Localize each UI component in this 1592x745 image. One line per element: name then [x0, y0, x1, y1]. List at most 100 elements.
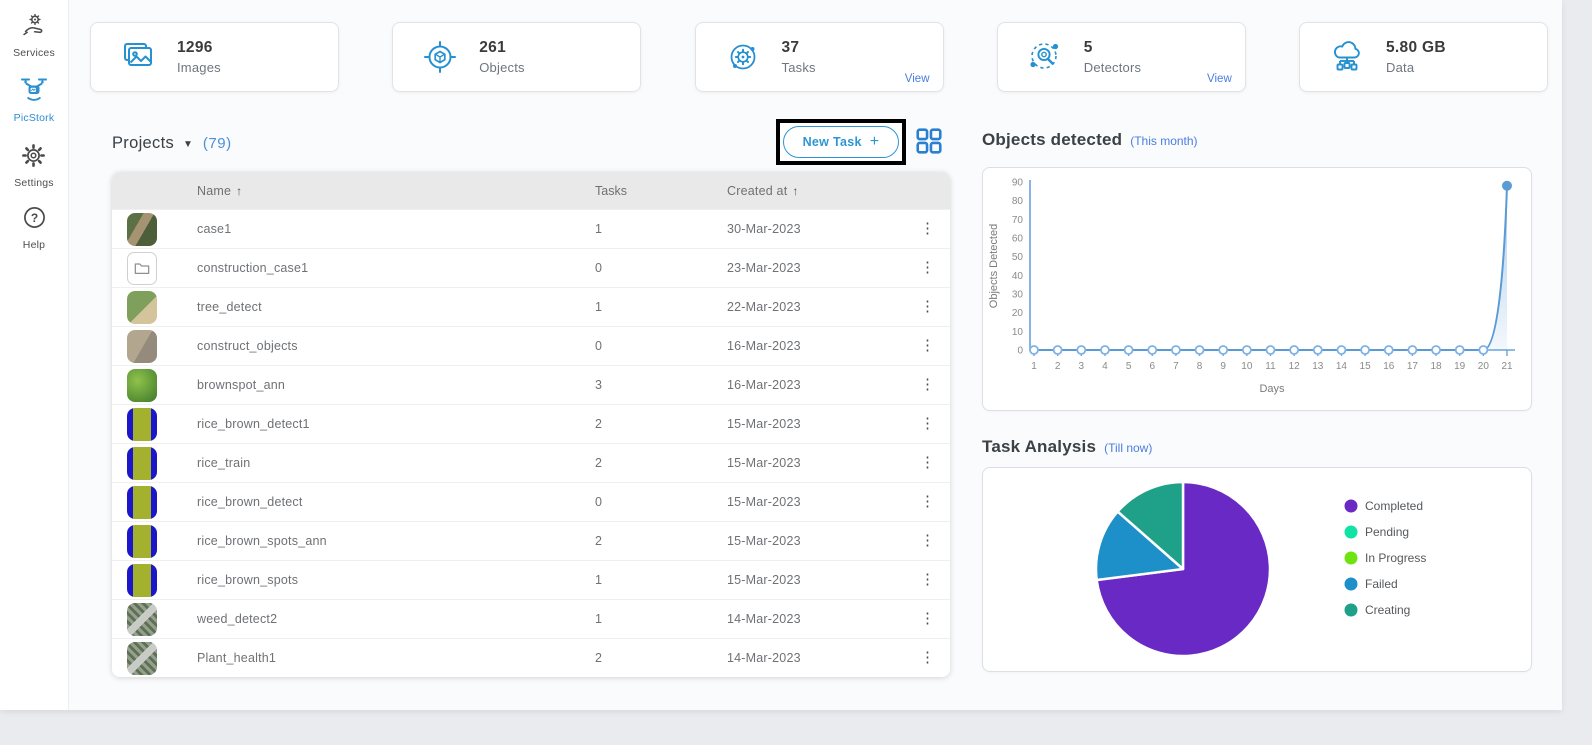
table-row[interactable]: rice_brown_spots 1 15-Mar-2023 ⋮ — [112, 560, 950, 599]
stat-card-images: 1296 Images — [90, 22, 339, 92]
stat-value: 261 — [479, 39, 507, 56]
row-menu-kebab-icon[interactable]: ⋮ — [920, 415, 935, 432]
table-row[interactable]: Plant_health1 2 14-Mar-2023 ⋮ — [112, 638, 950, 677]
new-task-annotation-box: New Task + — [776, 119, 906, 165]
name-header-label: Name — [197, 183, 232, 198]
task-analysis-panel: Completed Pending In Progress Failed Creatin… — [982, 467, 1532, 672]
stat-label: Detectors — [1083, 60, 1142, 75]
stat-card-objects: 261 Objects — [392, 22, 642, 92]
table-row[interactable]: rice_brown_detect 0 15-Mar-2023 ⋮ — [112, 482, 950, 521]
row-menu-kebab-icon[interactable]: ⋮ — [920, 337, 935, 354]
project-thumbnail — [127, 524, 157, 558]
stat-card-tasks: 37 Tasks View — [694, 22, 944, 92]
table-row[interactable]: tree_detect 1 22-Mar-2023 ⋮ — [112, 287, 950, 326]
task-analysis-subtitle: (Till now) — [1104, 441, 1153, 455]
task-analysis-title: Task Analysis — [982, 437, 1097, 456]
svg-text:18: 18 — [1430, 361, 1442, 372]
images-icon — [117, 36, 159, 78]
svg-text:80: 80 — [1012, 196, 1024, 207]
row-menu-kebab-icon[interactable]: ⋮ — [920, 649, 935, 666]
project-thumbnail — [127, 602, 157, 636]
project-tasks-count: 1 — [595, 573, 602, 587]
stat-card-data: 5.80 GB Data — [1299, 22, 1548, 92]
projects-title: Projects — [112, 133, 175, 152]
project-tasks-count: 1 — [595, 300, 602, 314]
project-name: brownspot_ann — [197, 378, 286, 392]
stat-label: Objects — [479, 60, 525, 75]
tasks-view-link[interactable]: View — [904, 73, 930, 85]
sidebar-item-picstork[interactable]: PicStork — [14, 74, 55, 124]
project-tasks-count: 0 — [595, 495, 602, 509]
project-name: rice_brown_detect — [197, 495, 303, 509]
table-row[interactable]: rice_brown_detect1 2 15-Mar-2023 ⋮ — [112, 404, 950, 443]
project-created-date: 14-Mar-2023 — [727, 612, 801, 626]
project-created-date: 16-Mar-2023 — [727, 339, 801, 353]
table-row[interactable]: rice_train 2 15-Mar-2023 ⋮ — [112, 443, 950, 482]
row-menu-kebab-icon[interactable]: ⋮ — [920, 532, 935, 549]
tasks-column-header[interactable]: Tasks — [595, 184, 727, 198]
table-row[interactable]: rice_brown_spots_ann 2 15-Mar-2023 ⋮ — [112, 521, 950, 560]
row-menu-kebab-icon[interactable]: ⋮ — [920, 220, 935, 237]
sidebar-item-services[interactable]: Services — [13, 12, 55, 59]
settings-icon — [20, 142, 47, 174]
row-menu-kebab-icon[interactable]: ⋮ — [920, 259, 935, 276]
objects-icon — [419, 36, 461, 78]
svg-text:17: 17 — [1407, 361, 1419, 372]
row-menu-kebab-icon[interactable]: ⋮ — [920, 376, 935, 393]
row-menu-kebab-icon[interactable]: ⋮ — [920, 610, 935, 627]
project-name: rice_brown_spots_ann — [197, 534, 327, 548]
row-menu-kebab-icon[interactable]: ⋮ — [920, 454, 935, 471]
svg-text:14: 14 — [1336, 361, 1348, 372]
sort-asc-icon: ↑ — [236, 183, 243, 198]
svg-text:16: 16 — [1383, 361, 1395, 372]
svg-text:Pending: Pending — [1365, 525, 1409, 539]
table-row[interactable]: weed_detect2 1 14-Mar-2023 ⋮ — [112, 599, 950, 638]
projects-dropdown-caret[interactable]: ▼ — [183, 138, 193, 150]
detectors-view-link[interactable]: View — [1207, 73, 1232, 85]
project-created-date: 15-Mar-2023 — [727, 495, 801, 509]
svg-text:10: 10 — [1241, 361, 1253, 372]
row-menu-kebab-icon[interactable]: ⋮ — [920, 298, 935, 315]
svg-text:5: 5 — [1126, 361, 1132, 372]
svg-text:Days: Days — [1259, 383, 1285, 395]
svg-text:6: 6 — [1149, 361, 1155, 372]
grid-view-toggle-icon[interactable] — [916, 128, 942, 154]
new-task-button[interactable]: New Task + — [783, 126, 899, 158]
project-thumbnail — [127, 563, 157, 597]
objects-detected-subtitle: (This month) — [1130, 134, 1198, 148]
table-row[interactable]: construction_case1 0 23-Mar-2023 ⋮ — [112, 248, 950, 287]
picstork-icon — [19, 74, 49, 109]
project-created-date: 23-Mar-2023 — [727, 261, 801, 275]
svg-text:Completed: Completed — [1365, 499, 1423, 513]
tasks-icon — [722, 36, 764, 78]
svg-text:0: 0 — [1017, 346, 1023, 357]
svg-text:20: 20 — [1478, 361, 1490, 372]
sidebar-item-help[interactable]: ? Help — [21, 204, 48, 251]
stats-row: 1296 Images 261 Objects — [90, 22, 1548, 92]
project-name: case1 — [197, 222, 232, 236]
svg-text:1: 1 — [1031, 361, 1037, 372]
svg-text:3: 3 — [1079, 361, 1085, 372]
table-row[interactable]: construct_objects 0 16-Mar-2023 ⋮ — [112, 326, 950, 365]
app-shell: Services — [0, 0, 1562, 710]
row-menu-kebab-icon[interactable]: ⋮ — [920, 571, 935, 588]
projects-header: Projects ▼ (79) — [112, 130, 232, 156]
project-created-date: 15-Mar-2023 — [727, 534, 801, 548]
name-column-header[interactable]: Name ↑ — [197, 184, 595, 198]
row-menu-kebab-icon[interactable]: ⋮ — [920, 493, 935, 510]
table-row[interactable]: case1 1 30-Mar-2023 ⋮ — [112, 209, 950, 248]
svg-text:19: 19 — [1454, 361, 1466, 372]
svg-text:Objects Detected: Objects Detected — [988, 224, 1000, 308]
stat-value: 37 — [781, 39, 800, 56]
sidebar-item-settings[interactable]: Settings — [14, 142, 54, 189]
created-column-header[interactable]: Created at ↑ — [727, 184, 905, 198]
svg-text:Failed: Failed — [1365, 577, 1398, 591]
svg-text:50: 50 — [1012, 252, 1024, 263]
svg-text:60: 60 — [1012, 234, 1024, 245]
project-tasks-count: 0 — [595, 339, 602, 353]
detectors-icon — [1024, 36, 1066, 78]
services-icon — [21, 12, 48, 44]
project-thumbnail — [127, 407, 157, 441]
project-name: Plant_health1 — [197, 651, 277, 665]
table-row[interactable]: brownspot_ann 3 16-Mar-2023 ⋮ — [112, 365, 950, 404]
